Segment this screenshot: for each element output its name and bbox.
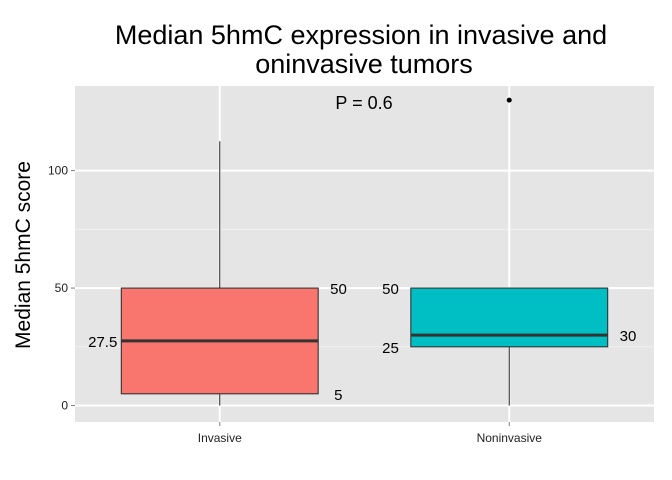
x-tick-label: Noninvasive: [477, 431, 543, 445]
y-tick-label: 100: [48, 164, 68, 178]
q1-label: 25: [382, 340, 399, 357]
x-tick-label: Invasive: [198, 431, 242, 445]
box-iqr: [410, 287, 609, 348]
box-noninvasive: 50 25 30: [382, 97, 637, 406]
box-invasive: 50 27.5 5: [88, 141, 347, 406]
q3-label: 50: [330, 281, 347, 298]
y-axis-label: Median 5hmC score: [12, 161, 35, 349]
chart-title-line-1: Median 5hmC expression in invasive and: [115, 20, 607, 50]
p-value-annotation: P = 0.6: [335, 93, 392, 113]
y-tick-label: 0: [61, 399, 68, 413]
y-tick-label: 50: [55, 281, 69, 295]
x-axis: Invasive Noninvasive: [198, 422, 543, 445]
outlier-point: [506, 97, 512, 103]
chart-title-line-2: oninvasive tumors: [255, 49, 473, 79]
box-series: 50 27.5 5 50 25 30: [88, 97, 637, 406]
q3-label: 50: [382, 281, 399, 298]
q1-label: 5: [334, 387, 342, 404]
y-axis: 0 50 100: [48, 164, 75, 413]
median-label: 27.5: [88, 334, 117, 351]
median-label: 30: [620, 328, 637, 345]
